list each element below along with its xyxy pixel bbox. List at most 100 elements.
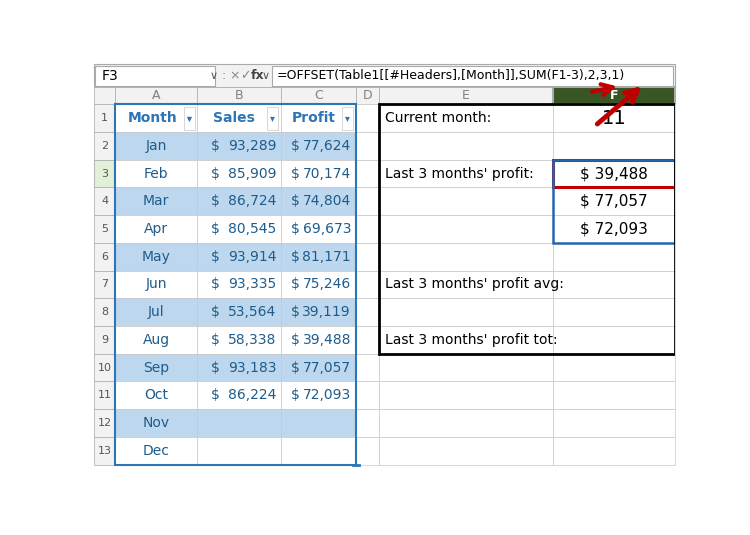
Bar — [553, 132, 675, 159]
Text: Last 3 months' profit:: Last 3 months' profit: — [386, 166, 534, 180]
Bar — [116, 437, 196, 464]
Text: 3: 3 — [101, 169, 108, 179]
Text: B: B — [235, 89, 243, 102]
Text: $: $ — [290, 194, 299, 208]
Bar — [116, 87, 196, 104]
Text: Nov: Nov — [142, 416, 170, 430]
Text: 81,171: 81,171 — [302, 250, 351, 264]
Bar — [281, 381, 356, 409]
Text: $: $ — [211, 194, 220, 208]
Bar — [281, 354, 356, 381]
Bar — [379, 104, 553, 132]
Text: :: : — [222, 69, 226, 82]
Bar — [553, 381, 675, 409]
Bar — [379, 326, 553, 354]
Text: 1: 1 — [101, 113, 108, 123]
Bar — [196, 215, 281, 243]
Bar — [94, 215, 116, 243]
Text: $: $ — [211, 222, 220, 236]
Bar — [94, 271, 116, 299]
Text: $: $ — [290, 388, 299, 402]
Bar — [94, 159, 116, 187]
Bar — [356, 326, 379, 354]
Bar — [379, 215, 553, 243]
Bar — [379, 187, 553, 215]
Bar — [196, 87, 281, 104]
Text: $: $ — [290, 166, 299, 180]
Bar — [196, 159, 281, 187]
Bar — [196, 354, 281, 381]
Bar — [184, 106, 195, 129]
Bar — [116, 326, 196, 354]
Bar — [116, 104, 196, 132]
Bar — [116, 187, 196, 215]
Bar — [356, 104, 379, 132]
Bar — [553, 159, 675, 243]
Bar — [272, 66, 674, 86]
Text: $: $ — [290, 139, 299, 153]
Text: E: E — [462, 89, 470, 102]
Text: $: $ — [211, 278, 220, 292]
Bar — [553, 299, 675, 326]
Bar — [553, 409, 675, 437]
Bar — [281, 159, 356, 187]
Bar — [94, 326, 116, 354]
Bar — [281, 215, 356, 243]
Bar — [94, 299, 116, 326]
Text: 11: 11 — [98, 391, 112, 400]
Bar — [281, 187, 356, 215]
Bar — [356, 87, 379, 104]
Bar — [356, 215, 379, 243]
Text: Dec: Dec — [142, 444, 170, 458]
Bar — [356, 381, 379, 409]
Text: Jan: Jan — [146, 139, 166, 153]
Bar — [94, 187, 116, 215]
Text: $: $ — [211, 388, 220, 402]
Bar — [281, 104, 356, 132]
Bar — [553, 271, 675, 299]
Text: $: $ — [211, 361, 220, 374]
Bar — [553, 159, 675, 187]
Text: ✓: ✓ — [241, 69, 251, 82]
Bar — [356, 159, 379, 187]
Bar — [553, 243, 675, 271]
Text: 8: 8 — [101, 307, 108, 317]
Text: ▾: ▾ — [187, 113, 191, 123]
Text: 86,224: 86,224 — [228, 388, 277, 402]
Bar — [116, 243, 196, 271]
Text: 86,724: 86,724 — [228, 194, 277, 208]
Text: $: $ — [290, 333, 299, 347]
Bar — [553, 215, 675, 243]
Text: 9: 9 — [101, 335, 108, 345]
Bar — [379, 409, 553, 437]
Text: 5: 5 — [101, 224, 108, 234]
Text: ▾: ▾ — [270, 113, 275, 123]
Bar — [379, 271, 553, 299]
Bar — [356, 132, 379, 159]
Bar — [281, 271, 356, 299]
Bar — [356, 437, 379, 464]
Text: $: $ — [211, 333, 220, 347]
Bar — [196, 104, 281, 132]
Bar — [196, 381, 281, 409]
Bar — [356, 243, 379, 271]
Text: 58,338: 58,338 — [228, 333, 277, 347]
Text: 6: 6 — [101, 251, 108, 262]
Text: ∨: ∨ — [210, 71, 218, 81]
Text: $: $ — [211, 250, 220, 264]
Bar — [196, 243, 281, 271]
Text: D: D — [362, 89, 372, 102]
Bar — [94, 159, 116, 187]
Text: $: $ — [211, 139, 220, 153]
Text: May: May — [142, 250, 170, 264]
Bar — [356, 271, 379, 299]
Bar — [553, 187, 675, 215]
Text: 80,545: 80,545 — [229, 222, 277, 236]
Text: $: $ — [211, 166, 220, 180]
Bar — [196, 132, 281, 159]
Bar — [281, 299, 356, 326]
Text: 72,093: 72,093 — [303, 388, 351, 402]
Bar — [356, 187, 379, 215]
Text: 39,488: 39,488 — [302, 333, 351, 347]
Bar — [281, 437, 356, 464]
